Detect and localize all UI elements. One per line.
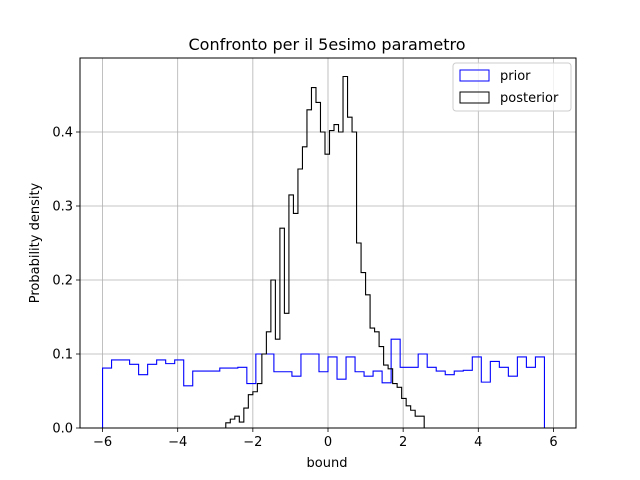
- legend-swatch-posterior: [459, 91, 490, 104]
- legend-label-posterior: posterior: [500, 91, 559, 106]
- histogram-posterior: [225, 75, 429, 429]
- x-tick-label: 6: [549, 435, 557, 450]
- y-tick-label: 0.1: [52, 348, 73, 363]
- legend-label-prior: prior: [500, 69, 531, 84]
- y-tick-label: 0.0: [52, 422, 73, 437]
- x-tick-label: 2: [399, 435, 407, 450]
- legend-box: [452, 62, 572, 112]
- series-layer: [102, 75, 554, 429]
- legend: prior posterior: [452, 62, 572, 112]
- x-tick-label: 4: [474, 435, 482, 450]
- y-tick-label: 0.4: [52, 126, 73, 141]
- legend-swatch-prior: [459, 69, 490, 82]
- x-tick-label: −4: [168, 435, 187, 450]
- histogram-prior: [102, 338, 554, 429]
- y-tick-label: 0.3: [52, 200, 73, 215]
- chart-title: Confronto per il 5esimo parametro: [188, 35, 465, 54]
- grid-lines: [80, 58, 576, 429]
- x-axis-ticks: −6 −4 −2 0 2 4 6: [93, 428, 558, 450]
- y-axis-ticks: 0.0 0.1 0.2 0.3 0.4: [52, 126, 80, 437]
- y-tick-label: 0.2: [52, 274, 73, 289]
- x-axis-label: bound: [307, 456, 348, 471]
- x-tick-label: −2: [243, 435, 262, 450]
- x-tick-label: −6: [93, 435, 112, 450]
- x-tick-label: 0: [324, 435, 332, 450]
- y-axis-label: Probability density: [28, 182, 43, 303]
